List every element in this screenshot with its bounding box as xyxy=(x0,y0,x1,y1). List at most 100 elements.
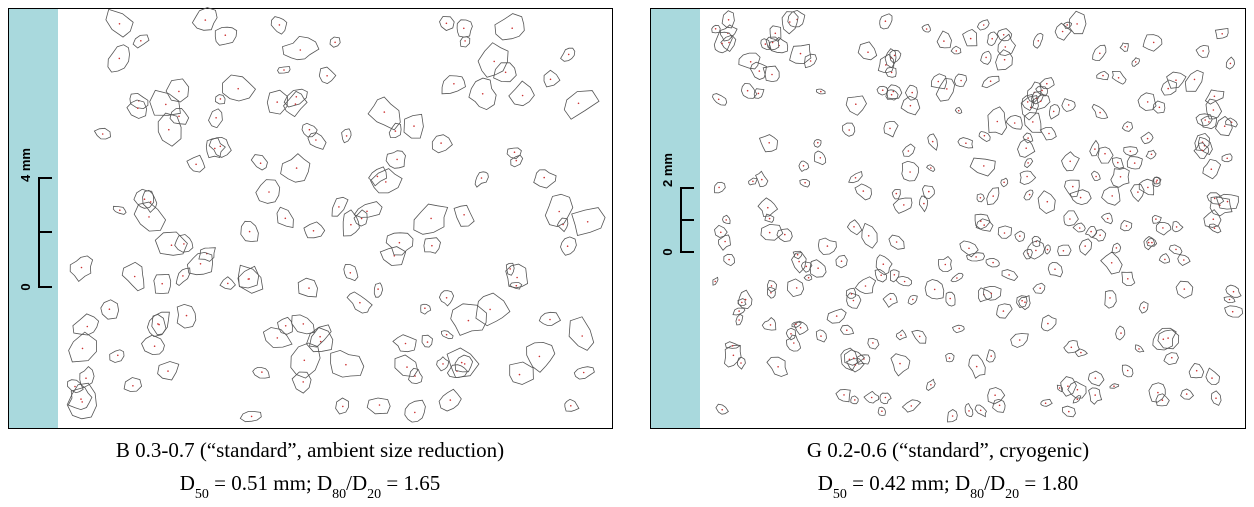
particle xyxy=(951,324,965,334)
particle xyxy=(68,331,97,363)
particle-center xyxy=(426,341,429,343)
particle-center xyxy=(820,90,822,93)
particle-center xyxy=(1039,100,1042,102)
particle xyxy=(1040,398,1053,407)
particle-center xyxy=(870,396,873,399)
particle-center xyxy=(809,60,812,62)
particle-center xyxy=(994,394,996,397)
particle xyxy=(1208,223,1222,234)
particle-center xyxy=(996,120,999,123)
particle-center xyxy=(302,323,305,325)
particle-center xyxy=(334,41,336,44)
particle-center xyxy=(717,98,720,101)
particle-center xyxy=(1008,274,1010,276)
particle xyxy=(214,26,238,46)
particle xyxy=(1022,248,1033,260)
particle xyxy=(329,36,341,48)
scale-label: 2 mm xyxy=(660,153,675,187)
particle xyxy=(123,377,143,392)
particle xyxy=(1014,230,1025,242)
particle-center xyxy=(445,22,448,25)
particle-center xyxy=(767,206,769,209)
particle xyxy=(1097,146,1114,164)
particle-center xyxy=(582,371,585,374)
particle-center xyxy=(1026,175,1028,178)
particle xyxy=(839,324,855,335)
particle xyxy=(1166,71,1187,89)
particle-center xyxy=(1164,258,1166,261)
particle xyxy=(1104,290,1117,309)
particle-center xyxy=(1027,162,1029,164)
caption: B 0.3-0.7 (“standard”, ambient size redu… xyxy=(116,438,504,462)
particle xyxy=(438,290,455,307)
particle-center xyxy=(1208,121,1210,123)
particle xyxy=(975,218,994,232)
particle-center xyxy=(855,103,857,105)
particle-center xyxy=(1066,24,1068,26)
particle xyxy=(1057,244,1072,257)
particle xyxy=(105,8,134,38)
particle xyxy=(133,188,155,209)
particle xyxy=(781,11,799,35)
particle xyxy=(845,287,857,299)
particle-center xyxy=(1175,226,1178,228)
particle-center xyxy=(108,308,111,311)
particle xyxy=(1177,254,1191,266)
particle xyxy=(930,73,947,90)
particle-center xyxy=(359,301,361,304)
particle xyxy=(107,44,130,73)
particle-center xyxy=(732,354,735,357)
particle-center xyxy=(854,399,856,401)
particle-center xyxy=(276,101,279,103)
particle-center xyxy=(453,83,455,85)
particle xyxy=(1138,178,1155,196)
particle xyxy=(875,254,893,276)
particle xyxy=(760,223,784,241)
particle-center xyxy=(1025,147,1027,149)
particle xyxy=(815,329,827,343)
particle-center xyxy=(944,263,947,266)
particle xyxy=(1074,348,1088,358)
particle xyxy=(1120,220,1133,232)
particle xyxy=(976,19,990,31)
particle-center xyxy=(738,310,740,312)
particle xyxy=(954,106,963,115)
particle-center xyxy=(889,127,891,130)
particle-center xyxy=(793,342,795,344)
particle xyxy=(1145,149,1157,160)
particle xyxy=(799,178,811,188)
particle xyxy=(505,262,515,276)
particle-center xyxy=(1044,402,1047,405)
particle-center xyxy=(1109,297,1111,299)
particle-center xyxy=(1003,58,1006,61)
particle-center xyxy=(721,42,723,45)
particle-center xyxy=(543,176,545,179)
particle xyxy=(723,253,735,267)
particle xyxy=(1121,271,1136,286)
particle-center xyxy=(463,27,465,30)
particle-center xyxy=(1156,179,1158,181)
particle-center xyxy=(867,51,869,53)
particle xyxy=(1131,57,1140,67)
particle-center xyxy=(1104,152,1106,155)
particle-center xyxy=(725,219,727,221)
particle xyxy=(1032,32,1044,49)
particle-center xyxy=(1046,82,1048,85)
particle xyxy=(453,204,475,227)
particle-center xyxy=(1155,218,1157,220)
particle-center xyxy=(219,145,222,148)
particle xyxy=(809,259,827,278)
particle-center xyxy=(133,275,136,278)
particle xyxy=(950,45,962,55)
particle xyxy=(290,342,321,379)
particle-center xyxy=(881,89,884,91)
particle-center xyxy=(284,217,287,220)
particle xyxy=(1200,115,1218,130)
particle-center xyxy=(366,210,368,213)
particle xyxy=(1064,179,1080,198)
particle xyxy=(388,122,402,139)
particle xyxy=(508,80,535,107)
particle xyxy=(803,274,813,281)
particle-center xyxy=(848,358,851,361)
particle xyxy=(957,137,974,149)
